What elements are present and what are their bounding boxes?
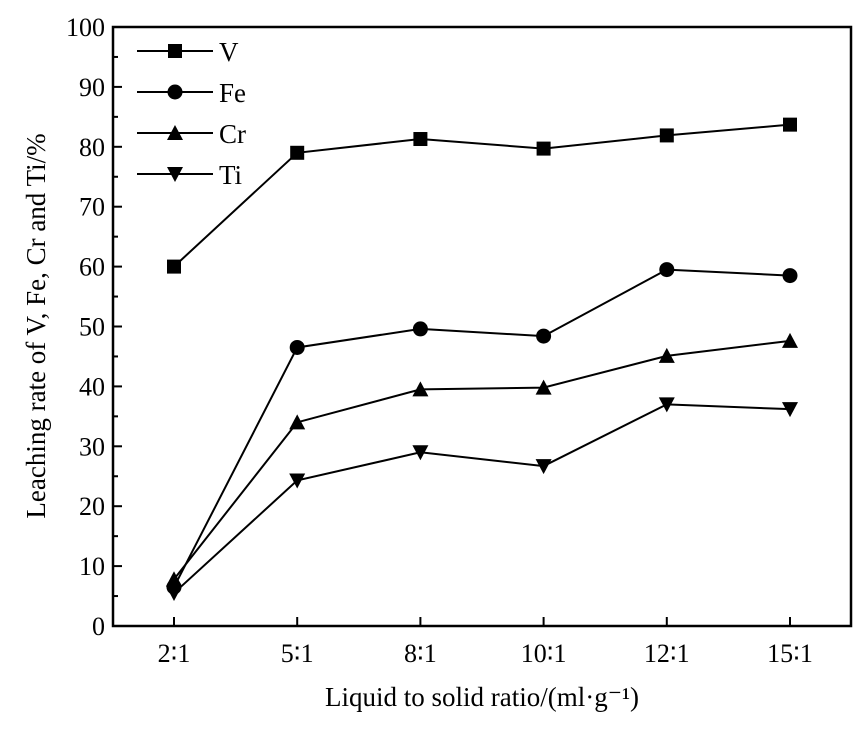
triangle-down-marker xyxy=(166,586,182,602)
triangle-up-marker xyxy=(166,571,182,587)
triangle-down-marker xyxy=(782,402,798,418)
circle-marker xyxy=(289,339,305,355)
square-marker xyxy=(659,128,674,143)
y-tick-label: 30 xyxy=(79,432,105,461)
series-line-Fe xyxy=(173,268,791,588)
y-tick-label: 100 xyxy=(66,13,105,42)
legend-label-Fe: Fe xyxy=(219,78,246,108)
circle-marker xyxy=(782,268,798,284)
triangle-up-marker xyxy=(412,381,429,397)
triangle-up-marker xyxy=(167,125,183,140)
triangle-down-marker xyxy=(289,473,306,489)
square-marker xyxy=(536,141,551,156)
triangle-down-marker xyxy=(658,397,675,413)
x-axis-label: Liquid to solid ratio/(ml·g⁻¹) xyxy=(325,682,639,712)
y-axis-label: Leaching rate of V, Fe, Cr and Ti/% xyxy=(21,133,51,518)
legend-label-V: V xyxy=(219,37,239,67)
y-tick-label: 10 xyxy=(79,552,105,581)
y-tick-label: 80 xyxy=(79,133,105,162)
y-tick-label: 60 xyxy=(79,253,105,282)
x-tick-label: 10∶1 xyxy=(521,639,567,668)
triangle-down-marker xyxy=(167,167,183,182)
y-tick-label: 90 xyxy=(79,73,105,102)
x-tick-label: 2∶1 xyxy=(158,639,191,668)
triangle-up-marker xyxy=(658,347,675,363)
square-marker xyxy=(168,44,182,58)
triangle-up-marker xyxy=(289,414,306,430)
circle-marker xyxy=(412,321,428,337)
circle-marker xyxy=(536,328,552,344)
series-line-Ti xyxy=(173,403,791,594)
y-tick-label: 0 xyxy=(92,612,105,641)
x-tick-label: 8∶1 xyxy=(404,639,437,668)
square-marker xyxy=(783,117,797,132)
triangle-down-marker xyxy=(535,459,552,475)
series-line-Cr xyxy=(173,339,791,580)
legend-label-Ti: Ti xyxy=(219,160,242,190)
y-tick-label: 70 xyxy=(79,193,105,222)
square-marker xyxy=(290,145,305,160)
x-tick-label: 15∶1 xyxy=(767,639,813,668)
x-tick-label: 12∶1 xyxy=(644,639,690,668)
series-line-V xyxy=(173,123,791,268)
legend-label-Cr: Cr xyxy=(219,119,246,149)
circle-marker xyxy=(167,84,183,100)
plot-frame xyxy=(111,25,853,628)
circle-marker xyxy=(659,262,675,278)
triangle-up-marker xyxy=(535,379,552,395)
square-marker xyxy=(167,259,181,274)
x-tick-label: 5∶1 xyxy=(281,639,314,668)
triangle-up-marker xyxy=(782,332,798,348)
y-tick-label: 40 xyxy=(79,372,105,401)
y-tick-label: 20 xyxy=(79,492,105,521)
square-marker xyxy=(413,132,428,147)
triangle-down-marker xyxy=(412,445,429,461)
y-tick-label: 50 xyxy=(79,313,105,342)
